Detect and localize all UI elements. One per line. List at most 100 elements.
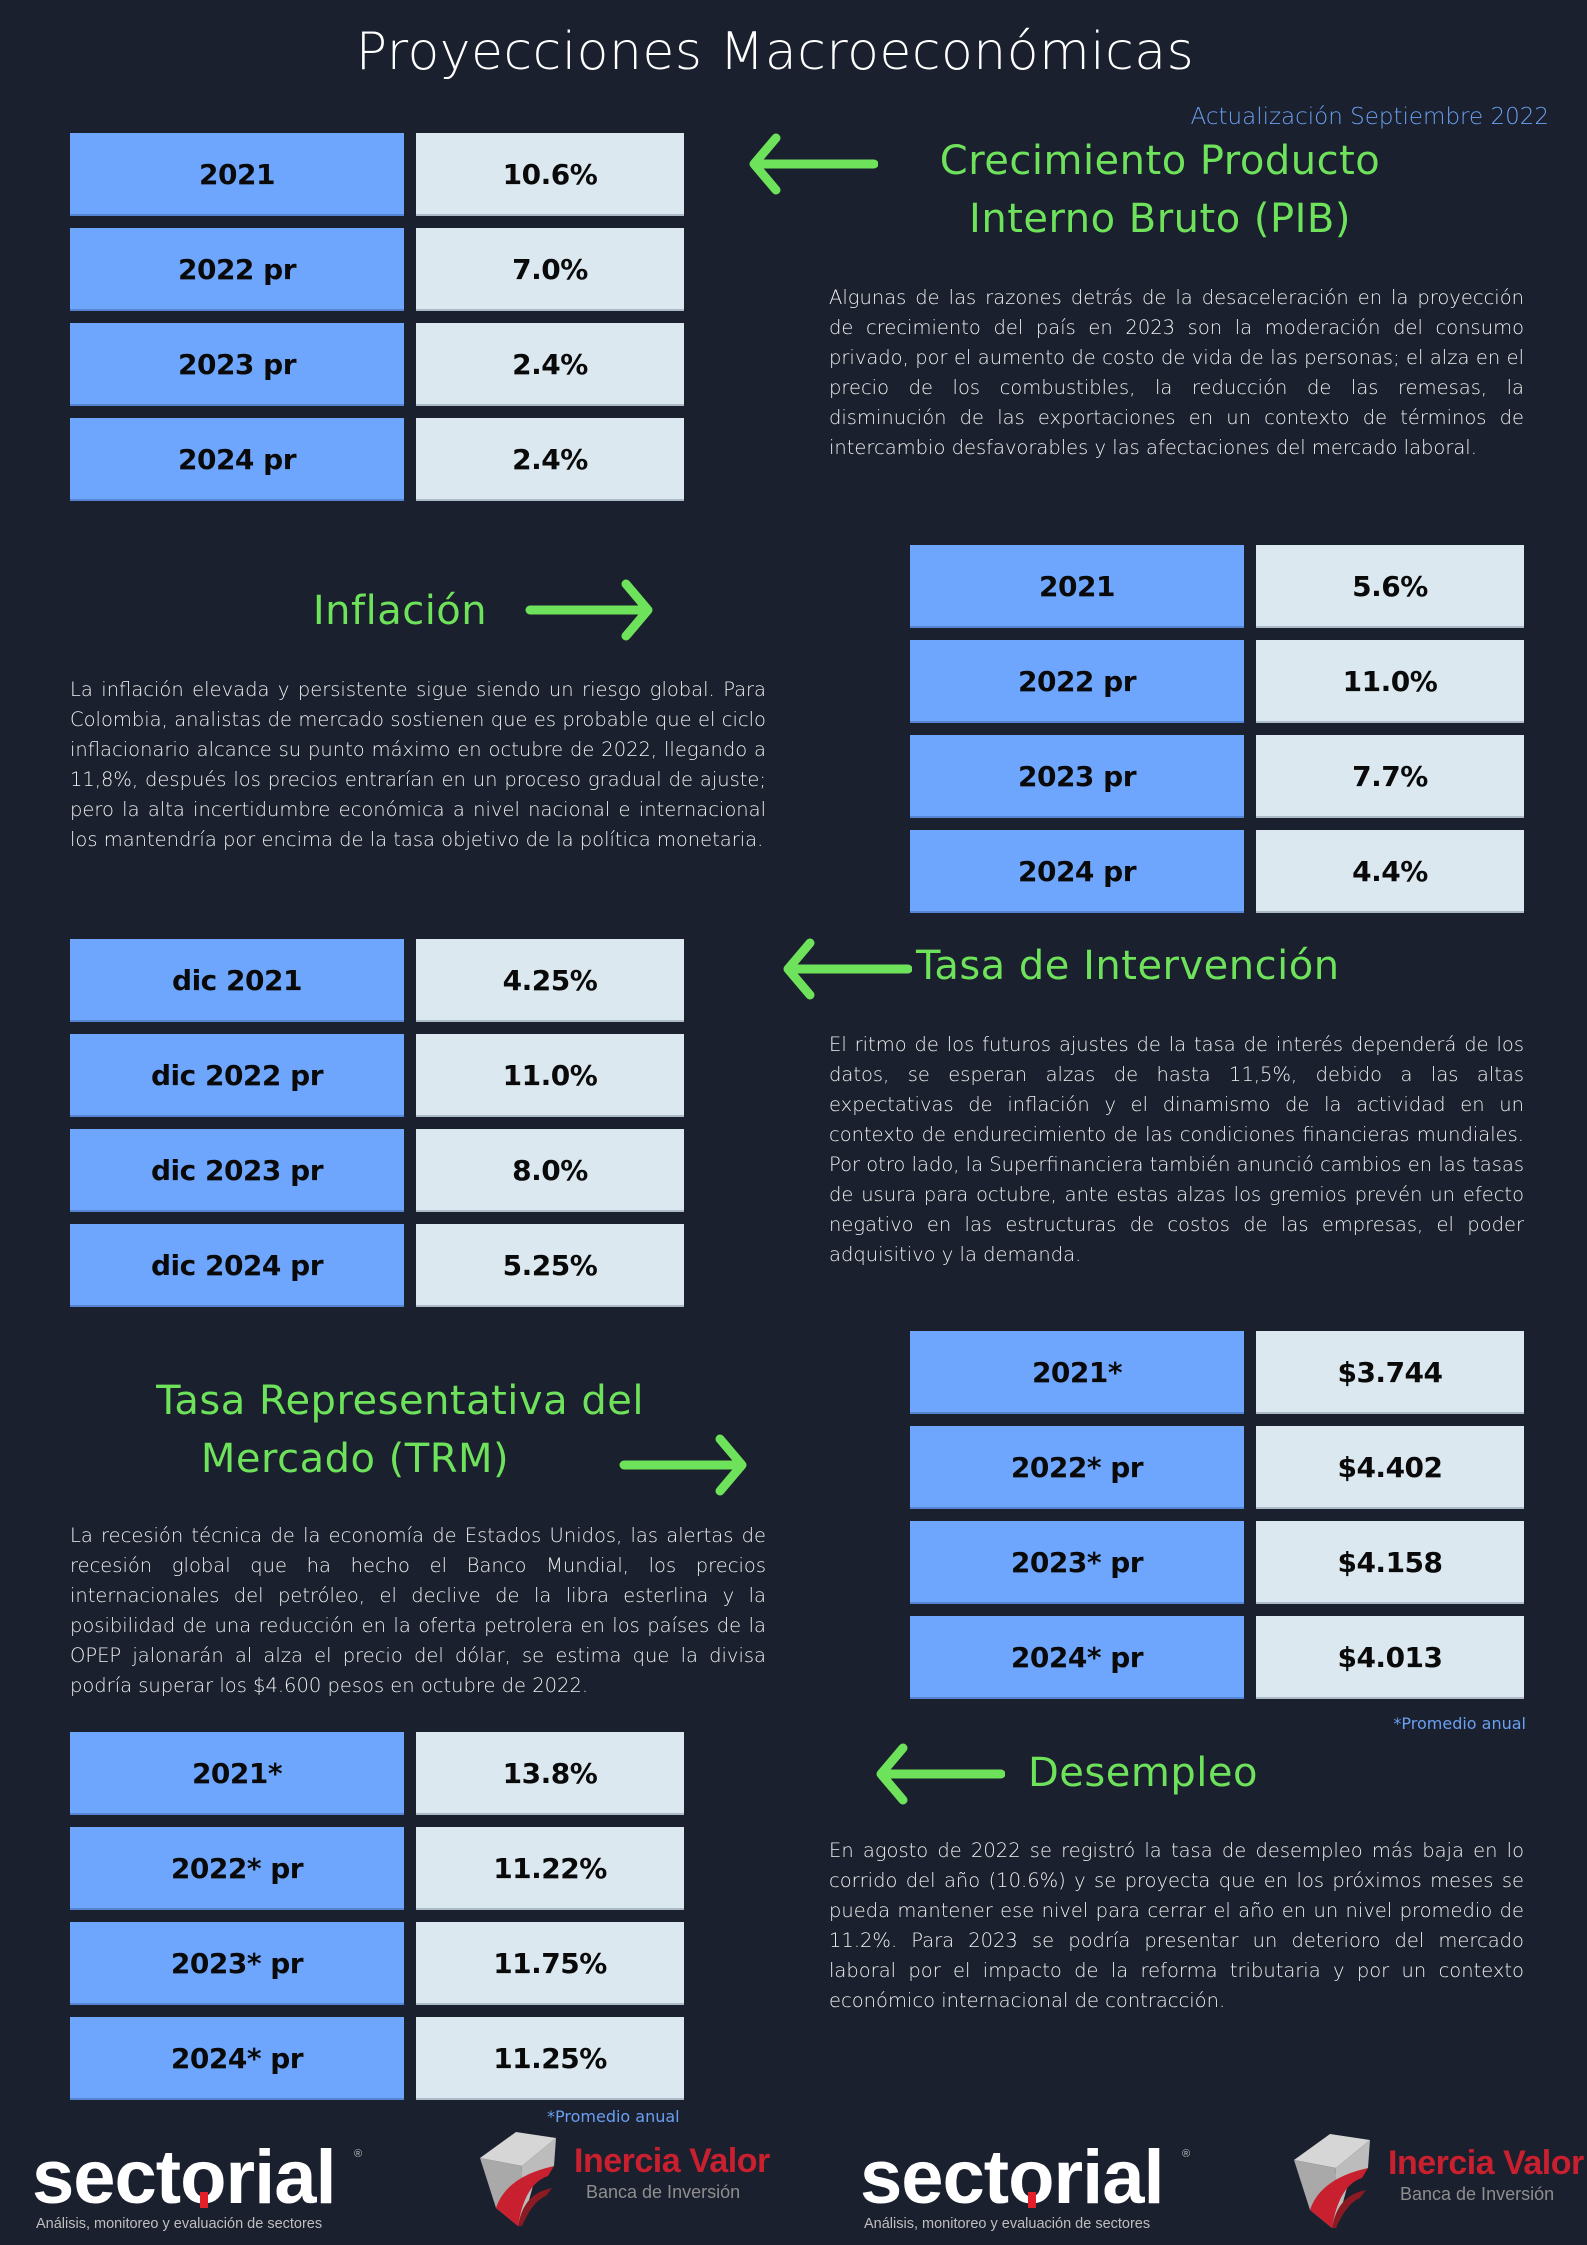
sectorial-tagline: Análisis, monitoreo y evaluación de sect…: [864, 2216, 1151, 2232]
arrow-left-icon: [873, 1742, 1005, 1806]
sectorial-logo: sectorial ® Análisis, monitoreo y evalua…: [860, 2138, 1190, 2233]
table-row: 2024* pr 11.25%: [70, 2017, 684, 2100]
value-cell: 4.4%: [1256, 830, 1524, 913]
year-label: 2022 pr: [910, 640, 1244, 723]
inercia-tagline: Banca de Inversión: [1400, 2184, 1555, 2204]
value-cell: $4.402: [1256, 1426, 1524, 1509]
table-row: 2024 pr 2.4%: [70, 418, 684, 501]
table-row: 2024* pr $4.013: [910, 1616, 1524, 1699]
registered-mark: ®: [354, 2148, 363, 2160]
inflacion-table: 2021 5.6% 2022 pr 11.0% 2023 pr 7.7% 202…: [910, 545, 1524, 913]
arrow-right-icon: [524, 578, 658, 642]
title-line: Mercado (TRM): [200, 1436, 510, 1482]
desempleo-description: En agosto de 2022 se registró la tasa de…: [829, 1839, 1524, 2012]
value-cell: $3.744: [1256, 1331, 1524, 1414]
inflacion-description: La inflación elevada y persistente sigue…: [70, 678, 766, 851]
inercia-tagline: Banca de Inversión: [586, 2182, 741, 2202]
trm-footnote: *Promedio anual: [1393, 1714, 1526, 1733]
sectorial-logo-wordmark: sectorial: [32, 2135, 337, 2220]
table-row: 2022 pr 11.0%: [910, 640, 1524, 723]
table-row: 2023* pr $4.158: [910, 1521, 1524, 1604]
sectorial-tagline: Análisis, monitoreo y evaluación de sect…: [36, 2216, 323, 2232]
table-row: dic 2023 pr 8.0%: [70, 1129, 684, 1212]
table-row: 2021* $3.744: [910, 1331, 1524, 1414]
table-row: 2021 5.6%: [910, 545, 1524, 628]
table-row: 2023 pr 2.4%: [70, 323, 684, 406]
year-label: 2024* pr: [70, 2017, 404, 2100]
arrow-left-icon: [746, 132, 878, 196]
date-label: dic 2023 pr: [70, 1129, 404, 1212]
inercia-valor-logo: Inercia Valor Banca de Inversión: [1292, 2132, 1584, 2232]
year-label: 2024 pr: [70, 418, 404, 501]
value-cell: 4.25%: [416, 939, 684, 1022]
year-label: 2023 pr: [910, 735, 1244, 818]
year-label: 2022* pr: [70, 1827, 404, 1910]
table-row: dic 2021 4.25%: [70, 939, 684, 1022]
year-label: 2021: [910, 545, 1244, 628]
value-cell: 2.4%: [416, 418, 684, 501]
year-label: 2023 pr: [70, 323, 404, 406]
table-row: dic 2024 pr 5.25%: [70, 1224, 684, 1307]
intervencion-description: El ritmo de los futuros ajustes de la ta…: [829, 1033, 1524, 1266]
value-cell: 11.0%: [1256, 640, 1524, 723]
sectorial-logo: sectorial ® Análisis, monitoreo y evalua…: [32, 2138, 362, 2233]
year-label: 2023* pr: [70, 1922, 404, 2005]
date-label: dic 2022 pr: [70, 1034, 404, 1117]
table-row: 2021* 13.8%: [70, 1732, 684, 1815]
year-label: 2021*: [70, 1732, 404, 1815]
sectorial-bar-icon: [200, 2192, 208, 2208]
desempleo-footnote: *Promedio anual: [547, 2107, 680, 2126]
desempleo-table: 2021* 13.8% 2022* pr 11.22% 2023* pr 11.…: [70, 1732, 684, 2100]
trm-table: 2021* $3.744 2022* pr $4.402 2023* pr $4…: [910, 1331, 1524, 1699]
year-label: 2021*: [910, 1331, 1244, 1414]
value-cell: 7.0%: [416, 228, 684, 311]
table-row: 2022* pr $4.402: [910, 1426, 1524, 1509]
year-label: 2024 pr: [910, 830, 1244, 913]
date-label: dic 2024 pr: [70, 1224, 404, 1307]
trm-description: La recesión técnica de la economía de Es…: [70, 1524, 766, 1697]
inercia-cube-icon: [480, 2132, 556, 2226]
page-title: Proyecciones Macroeconómicas: [355, 22, 1195, 82]
table-row: 2021 10.6%: [70, 133, 684, 216]
table-row: 2024 pr 4.4%: [910, 830, 1524, 913]
year-label: 2022* pr: [910, 1426, 1244, 1509]
date-label: dic 2021: [70, 939, 404, 1022]
value-cell: $4.013: [1256, 1616, 1524, 1699]
value-cell: 8.0%: [416, 1129, 684, 1212]
year-label: 2023* pr: [910, 1521, 1244, 1604]
value-cell: 11.22%: [416, 1827, 684, 1910]
table-row: 2022* pr 11.22%: [70, 1827, 684, 1910]
value-cell: 11.0%: [416, 1034, 684, 1117]
registered-mark: ®: [1182, 2148, 1191, 2160]
value-cell: 10.6%: [416, 133, 684, 216]
table-row: 2023* pr 11.75%: [70, 1922, 684, 2005]
title-line: Interno Bruto (PIB): [969, 196, 1351, 242]
value-cell: 7.7%: [1256, 735, 1524, 818]
title-line: Crecimiento Producto: [939, 138, 1381, 184]
value-cell: $4.158: [1256, 1521, 1524, 1604]
intervencion-table: dic 2021 4.25% dic 2022 pr 11.0% dic 202…: [70, 939, 684, 1307]
table-row: 2023 pr 7.7%: [910, 735, 1524, 818]
inercia-cube-icon: [1294, 2134, 1370, 2228]
pib-table: 2021 10.6% 2022 pr 7.0% 2023 pr 2.4% 202…: [70, 133, 684, 501]
update-date-label: Actualización Septiembre 2022: [1190, 104, 1549, 130]
pib-description: Algunas de las razones detrás de la desa…: [829, 286, 1524, 459]
year-label: 2024* pr: [910, 1616, 1244, 1699]
year-label: 2022 pr: [70, 228, 404, 311]
value-cell: 2.4%: [416, 323, 684, 406]
table-row: 2022 pr 7.0%: [70, 228, 684, 311]
year-label: 2021: [70, 133, 404, 216]
table-row: dic 2022 pr 11.0%: [70, 1034, 684, 1117]
inflacion-section-title: Inflación: [312, 588, 488, 634]
inercia-name: Inercia Valor: [1388, 2144, 1584, 2182]
desempleo-section-title: Desempleo: [1028, 1750, 1258, 1796]
arrow-left-icon: [780, 937, 912, 1001]
sectorial-bar-icon: [1028, 2192, 1036, 2208]
value-cell: 13.8%: [416, 1732, 684, 1815]
title-line: Tasa Representativa del: [156, 1378, 644, 1424]
value-cell: 5.25%: [416, 1224, 684, 1307]
pib-section-title: Crecimiento Producto Interno Bruto (PIB): [880, 132, 1440, 248]
arrow-right-icon: [618, 1433, 752, 1497]
value-cell: 11.25%: [416, 2017, 684, 2100]
value-cell: 11.75%: [416, 1922, 684, 2005]
